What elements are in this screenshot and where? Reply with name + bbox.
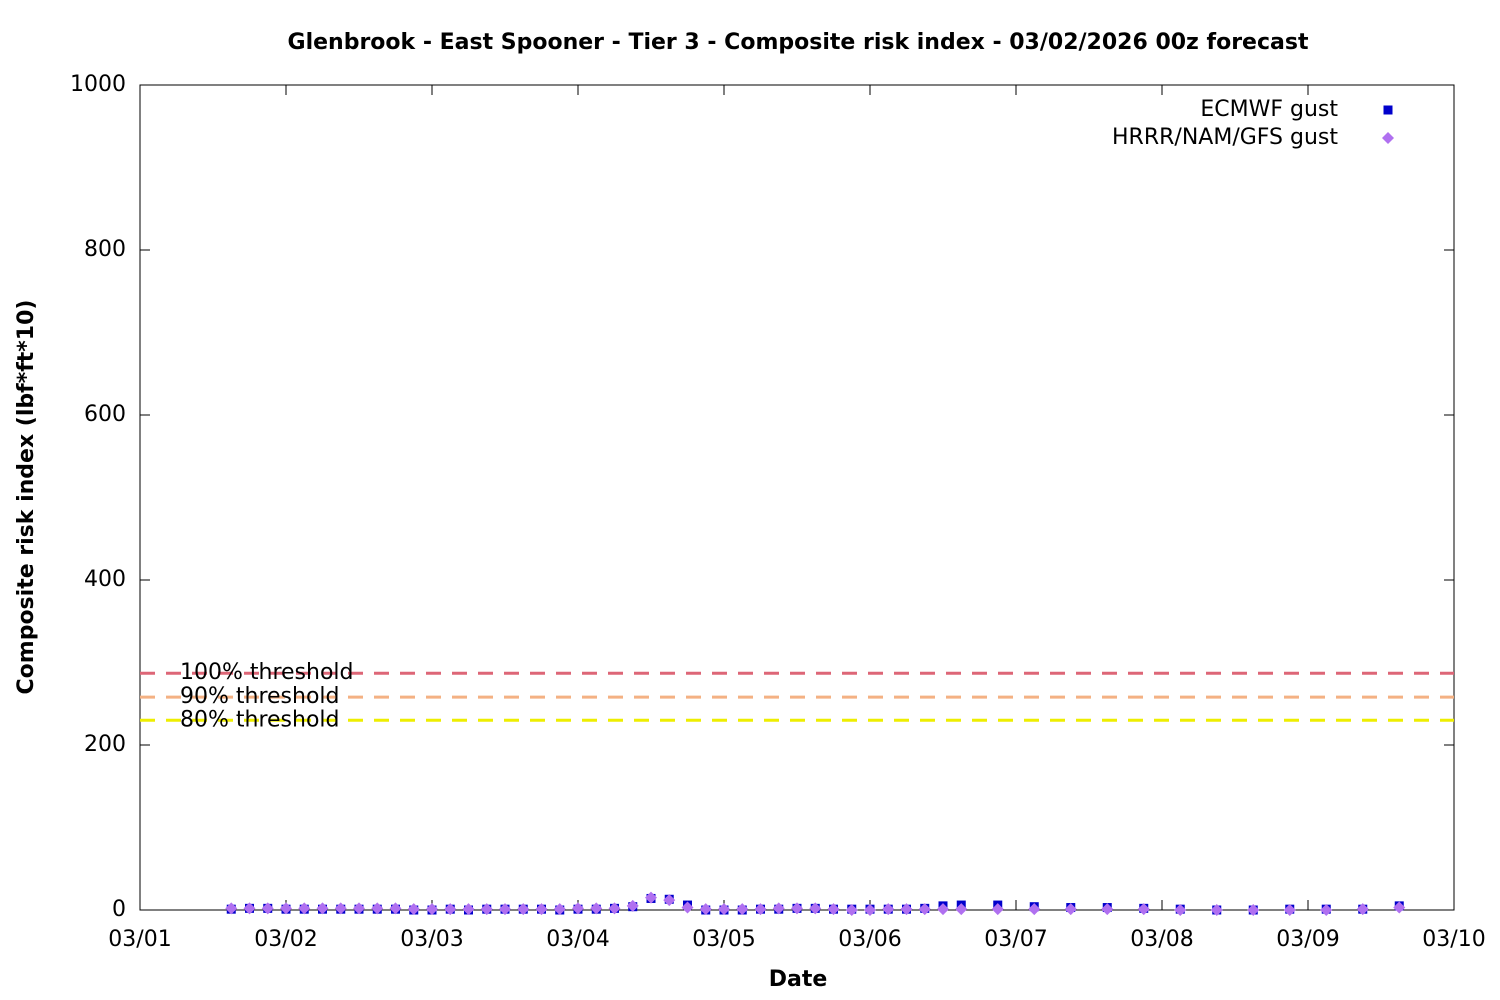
y-tick-label: 400 [84, 567, 126, 592]
x-tick-label: 03/02 [254, 927, 317, 952]
diamond-point [626, 899, 639, 912]
diamond-point [261, 902, 274, 915]
diamond-point [517, 903, 530, 916]
diamond-point [772, 902, 785, 915]
diamond-point [280, 902, 292, 915]
x-tick-label: 03/09 [1276, 927, 1339, 952]
diamond-point [1101, 903, 1114, 916]
diamond-point [407, 903, 420, 916]
diamond-point [791, 902, 803, 915]
diamond-point [882, 903, 895, 916]
x-tick-label: 03/05 [692, 927, 755, 952]
diamond-point [535, 903, 548, 916]
chart-title: Glenbrook - East Spooner - Tier 3 - Comp… [288, 30, 1309, 55]
diamond-point [937, 903, 949, 916]
diamond-point [1137, 903, 1150, 916]
diamond-point [955, 903, 968, 916]
plot-frame [139, 84, 1455, 911]
legend-label: HRRR/NAM/GFS gust [1112, 125, 1338, 150]
x-tick-label: 03/03 [400, 927, 463, 952]
diamond-point [900, 903, 913, 916]
diamond-point [1210, 904, 1223, 916]
y-axis-label: Composite risk index (lbf*ft*10) [14, 300, 39, 695]
diamond-point [1064, 903, 1077, 916]
y-tick-label: 0 [112, 897, 126, 922]
diamond-point [389, 902, 402, 915]
diamond-point [681, 901, 694, 914]
diamond-point [371, 902, 384, 915]
diamond-point [663, 894, 676, 907]
diamond-point [1247, 904, 1260, 916]
diamond-point [699, 903, 712, 916]
x-tick-label: 03/10 [1422, 927, 1485, 952]
diamond-point [353, 902, 365, 915]
threshold-label: 90% threshold [180, 684, 340, 709]
diamond-point [1393, 901, 1406, 914]
diamond-point [298, 902, 311, 915]
diamond-point [462, 903, 475, 916]
diamond-point [1028, 903, 1041, 916]
legend-marker [1383, 105, 1393, 115]
diamond-point [426, 903, 438, 916]
diamond-point [1283, 904, 1296, 916]
diamond-point [918, 903, 931, 916]
y-tick-label: 1000 [70, 72, 126, 97]
diamond-point [225, 902, 238, 915]
diamond-point [480, 903, 493, 916]
y-tick-label: 600 [84, 402, 126, 427]
diamond-point [864, 904, 876, 916]
diamond-point [645, 891, 657, 904]
diamond-point [334, 902, 347, 915]
diamond-point [444, 903, 457, 916]
y-tick-label: 200 [84, 732, 126, 757]
diamond-point [1174, 904, 1187, 916]
diamond-point [590, 902, 603, 915]
diamond-point [845, 904, 858, 916]
diamond-point [991, 903, 1004, 916]
diamond-point [608, 902, 621, 915]
x-axis-label: Date [769, 967, 828, 992]
threshold-label: 100% threshold [180, 660, 354, 685]
x-tick-label: 03/01 [108, 927, 171, 952]
diamond-point [718, 903, 730, 916]
diamond-point [754, 903, 767, 916]
diamond-point [553, 903, 566, 916]
diamond-point [499, 903, 511, 916]
x-tick-label: 03/04 [546, 927, 609, 952]
y-tick-label: 800 [84, 237, 126, 262]
legend-label: ECMWF gust [1200, 97, 1338, 122]
diamond-point [572, 902, 584, 915]
diamond-point [1356, 903, 1369, 916]
x-tick-label: 03/08 [1130, 927, 1193, 952]
threshold-label: 80% threshold [180, 707, 340, 732]
diamond-point [827, 903, 840, 916]
legend-marker [1382, 132, 1394, 144]
diamond-point [316, 902, 329, 915]
diamond-point [243, 902, 256, 915]
diamond-point [736, 903, 749, 916]
diamond-point [1320, 904, 1333, 916]
x-tick-label: 03/07 [984, 927, 1047, 952]
x-tick-label: 03/06 [838, 927, 901, 952]
diamond-point [809, 902, 822, 915]
